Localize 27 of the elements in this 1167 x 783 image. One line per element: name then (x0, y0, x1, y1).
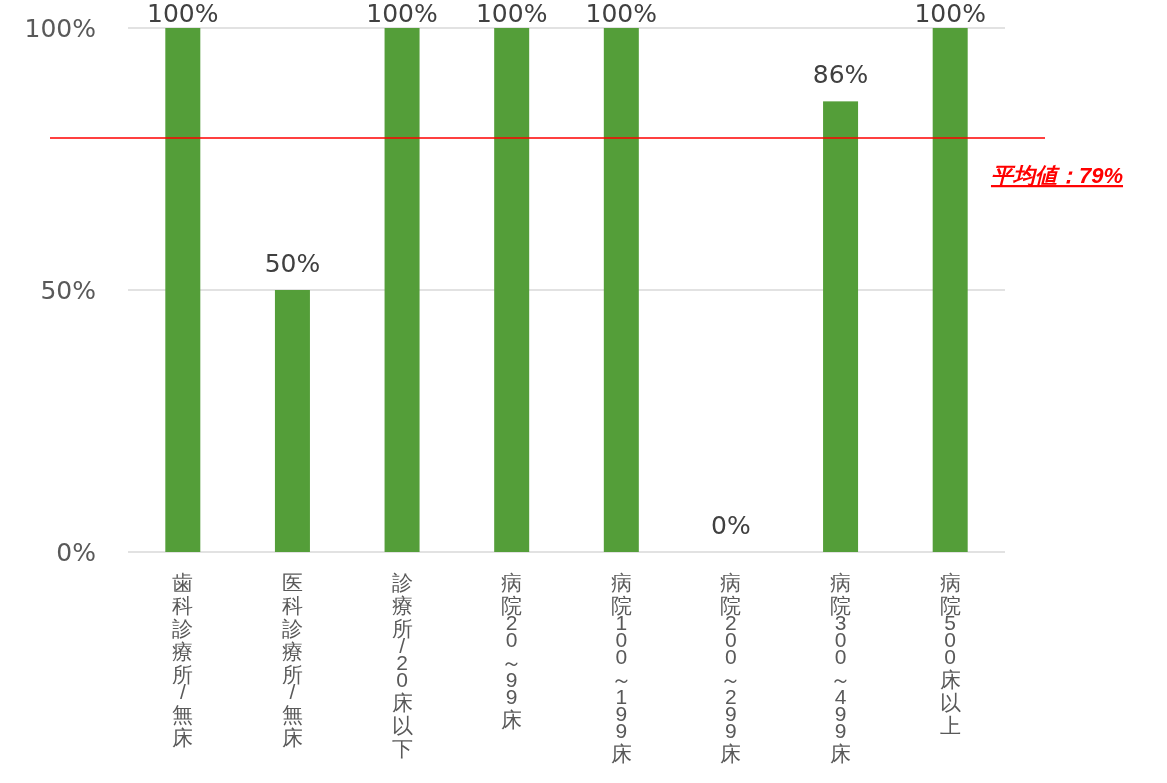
category-label: 病院100～199床 (610, 571, 632, 765)
bar (932, 28, 968, 552)
y-tick-label: 0% (56, 538, 96, 567)
data-label: 86% (812, 60, 869, 90)
bar (165, 28, 201, 552)
y-tick-label: 100% (24, 14, 96, 43)
ref-line-label: 平均値：79% (990, 163, 1124, 189)
data-label: 100% (475, 0, 548, 28)
bar (823, 101, 859, 552)
data-label: 100% (366, 0, 438, 28)
y-tick-label: 50% (40, 276, 96, 305)
bar (494, 28, 530, 552)
category-label: 診療所/20床以下 (391, 571, 413, 760)
bar (274, 290, 310, 552)
x-tick-label: 医科診療所/無床 (281, 571, 303, 749)
data-label: 50% (264, 249, 321, 278)
data-label: 100% (585, 0, 658, 28)
x-tick-label: 歯科診療所/無床 (172, 571, 194, 749)
data-label: 100% (147, 0, 219, 28)
category-label: 病院300～499床 (830, 571, 852, 765)
data-label: 0% (711, 511, 751, 540)
bar (384, 28, 420, 552)
category-label: 病院200～299床 (720, 571, 742, 765)
x-tick-label: 病院500床以上 (939, 571, 961, 737)
x-tick-label: 病院20～99床 (501, 571, 523, 731)
data-label: 100% (914, 0, 986, 28)
bar (603, 28, 639, 552)
